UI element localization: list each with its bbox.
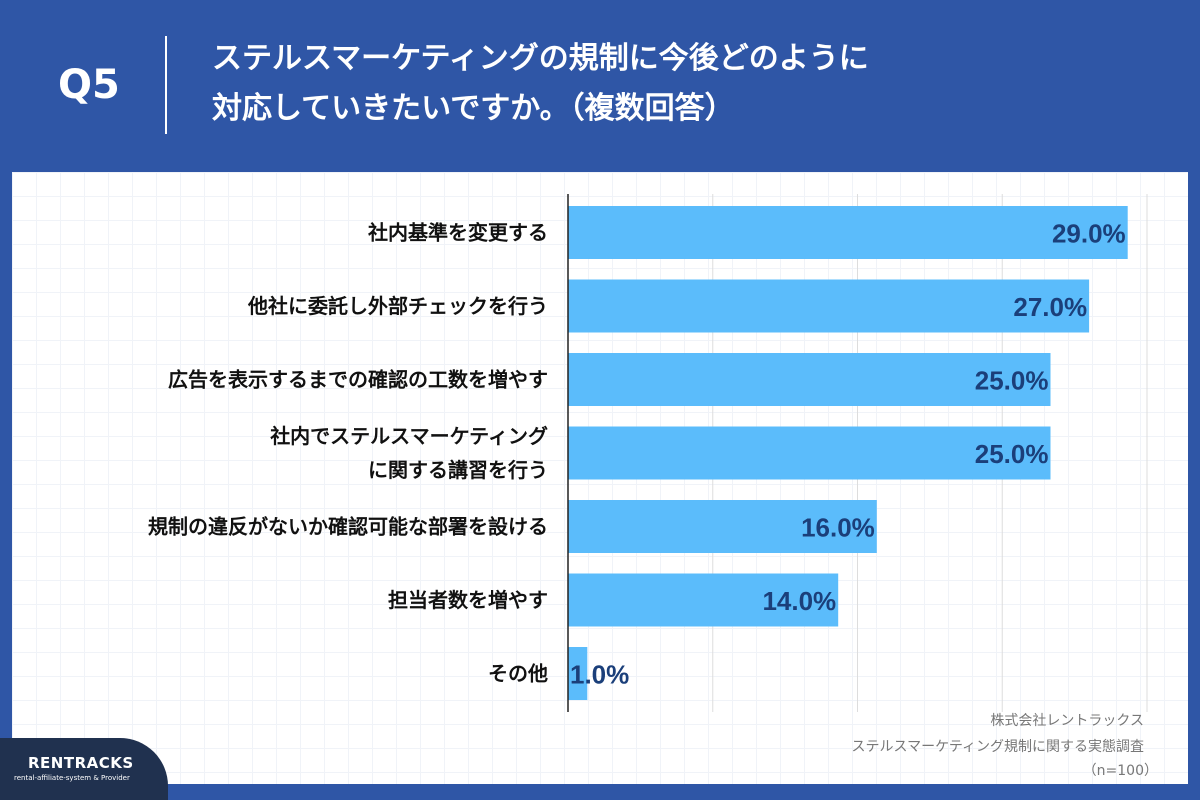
category-label: その他 [488, 662, 548, 686]
source-company: 株式会社レントラックス [990, 713, 1144, 729]
bar [568, 500, 877, 553]
bar [568, 206, 1128, 259]
sample-size: （n=100） [1082, 763, 1158, 779]
rentracks-logo: RENTRACKS rental-affiliate-system & Prov… [0, 738, 168, 800]
category-label: 社内基準を変更する [367, 221, 548, 245]
bar-chart: 29.0% 社内基準を変更する 27.0% 他社に委託し外部チェックを行う 25.0% 広… [148, 194, 1148, 712]
question-title-line-1: ステルスマーケティングの規制に今後どのように [212, 41, 869, 76]
data-label: 29.0% [1052, 219, 1126, 249]
bar [568, 647, 588, 700]
data-label: 25.0% [975, 439, 1049, 469]
survey-name: ステルスマーケティング規制に関する実態調査 [851, 739, 1144, 755]
data-label: 25.0% [975, 366, 1049, 396]
chart-panel: 29.0% 社内基準を変更する 27.0% 他社に委託し外部チェックを行う 25.0% 広… [12, 172, 1188, 784]
category-label: 社内でステルスマーケティング [269, 424, 548, 448]
question-title-line-2: 対応していきたいですか。（複数回答） [212, 91, 735, 126]
data-label: 1.0% [570, 660, 629, 690]
header-divider [165, 36, 167, 134]
header: Q5 ステルスマーケティングの規制に今後どのように 対応していきたいですか。（複… [0, 0, 1200, 170]
category-label: 広告を表示するまでの確認の工数を増やす [168, 368, 548, 392]
bar [568, 426, 1051, 480]
category-label: 規制の違反がないか確認可能な部署を設ける [148, 515, 548, 539]
data-label: 14.0% [762, 586, 836, 616]
data-label: 27.0% [1013, 292, 1087, 322]
data-label: 16.0% [801, 513, 875, 543]
category-label: 他社に委託し外部チェックを行う [247, 294, 548, 318]
logo-name: RENTRACKS [28, 754, 134, 772]
bar [568, 353, 1051, 406]
category-label: 担当者数を増やす [388, 588, 548, 612]
bar [568, 573, 839, 627]
logo-tagline: rental-affiliate-system & Provider [14, 774, 130, 782]
bar [568, 279, 1090, 333]
question-title: ステルスマーケティングの規制に今後どのように 対応していきたいですか。（複数回答… [212, 34, 1112, 134]
question-number: Q5 [58, 62, 120, 108]
category-label: に関する講習を行う [368, 458, 548, 482]
